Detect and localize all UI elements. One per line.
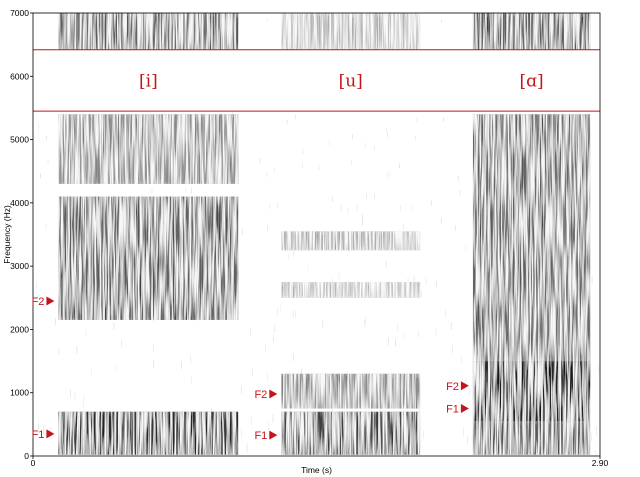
energy-band <box>58 114 239 184</box>
formant-markers: F1 F2 F1 F2 F1 F2 <box>32 296 469 442</box>
vowel-segment-2 <box>281 13 421 455</box>
formant-arrow-icon <box>269 389 278 399</box>
plot-frame <box>32 12 601 457</box>
y-tick-label: 0 <box>24 451 29 461</box>
formant-label: F2 <box>32 296 45 308</box>
y-tick-label: 4000 <box>10 198 29 208</box>
formant-marker-f1: F1 <box>254 430 278 442</box>
formant-label: F1 <box>254 430 267 442</box>
formant-marker-f2: F2 <box>446 381 469 393</box>
vowel-label-3: [ɑ] <box>519 71 543 91</box>
formant-marker-f1: F1 <box>32 429 55 441</box>
formant-arrow-icon <box>46 296 55 306</box>
energy-bands <box>36 13 600 456</box>
y-axis-title: Frequency (Hz) <box>2 205 12 264</box>
label-band <box>33 49 600 112</box>
vowel-label-1: [i] <box>139 71 158 91</box>
y-tick-label: 2000 <box>10 324 29 334</box>
formant-arrow-icon <box>460 381 469 391</box>
y-tick-label: 7000 <box>10 8 29 18</box>
x-tick-label: 2.90 <box>592 458 609 468</box>
formant-arrow-icon <box>269 430 278 440</box>
vowel-segment-1 <box>58 13 239 455</box>
vowel-labels: [i] [u] [ɑ] <box>139 71 544 91</box>
energy-band <box>58 411 239 455</box>
x-tick-label: 0 <box>31 458 36 468</box>
y-tick-label: 5000 <box>10 135 29 145</box>
formant-marker-f2: F2 <box>32 296 55 308</box>
y-tick-label: 3000 <box>10 261 29 271</box>
formant-marker-f1: F1 <box>446 404 469 416</box>
formant-marker-f2: F2 <box>254 389 278 401</box>
formant-arrow-icon <box>460 404 469 414</box>
vowel-segment-3 <box>472 13 591 455</box>
x-axis-title: Time (s) <box>301 465 332 475</box>
formant-label: F1 <box>446 404 459 416</box>
formant-arrow-icon <box>46 429 55 439</box>
energy-band <box>58 13 239 50</box>
axes: 0 1000 2000 3000 4000 5000 6000 7000 0 2.90 <box>10 8 608 468</box>
formant-label: F2 <box>254 389 267 401</box>
energy-band <box>58 196 239 320</box>
y-tick-label: 1000 <box>10 388 29 398</box>
vowel-label-2: [u] <box>339 71 363 91</box>
formant-label: F1 <box>32 429 45 441</box>
label-band-fill <box>33 49 600 112</box>
y-tick-label: 6000 <box>10 71 29 81</box>
formant-label: F2 <box>446 381 459 393</box>
